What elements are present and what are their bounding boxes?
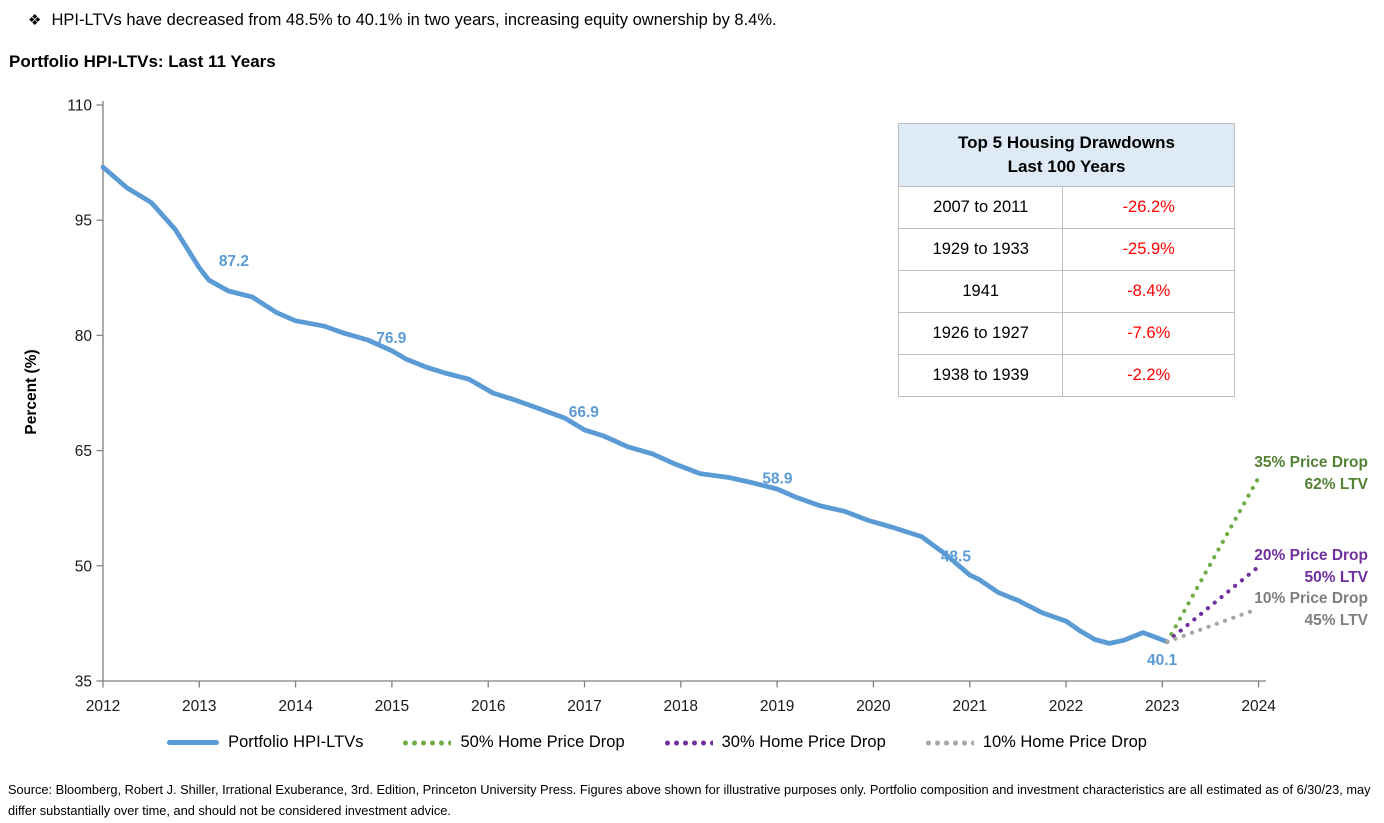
x-tick-label: 2016 bbox=[471, 698, 505, 715]
projection-dotted-line bbox=[1164, 608, 1256, 644]
dotted-line-swatch-icon bbox=[401, 739, 452, 746]
y-tick-label: 65 bbox=[75, 443, 92, 460]
chart-title: Portfolio HPI-LTVs: Last 11 Years bbox=[9, 52, 276, 71]
table-row: 2007 to 2011 -26.2% bbox=[897, 186, 1235, 229]
dotted-line-swatch-icon bbox=[923, 739, 974, 746]
key-takeaway-text: HPI-LTVs have decreased from 48.5% to 40… bbox=[51, 11, 777, 29]
y-tick-label: 110 bbox=[67, 98, 92, 115]
source-disclaimer-text: Source: Bloomberg, Robert J. Shiller, Ir… bbox=[8, 782, 1371, 818]
table-row: 1929 to 1933 -25.9% bbox=[897, 228, 1235, 271]
table-title-line1: Top 5 Housing Drawdowns bbox=[958, 133, 1175, 152]
portfolio-hpi-ltv-line bbox=[100, 164, 1170, 646]
legend-item-30pct-home-price-drop: 30% Home Price Drop bbox=[662, 733, 886, 752]
drawdown-period: 1941 bbox=[897, 270, 1064, 313]
drawdown-value: -7.6% bbox=[1062, 312, 1235, 355]
y-axis-title: Percent (%) bbox=[23, 349, 40, 434]
drawdown-period: 1929 to 1933 bbox=[897, 228, 1064, 271]
annotation-line: 45% LTV bbox=[1304, 612, 1368, 629]
drawdown-value: -2.2% bbox=[1062, 354, 1235, 397]
x-tick-label: 2012 bbox=[86, 698, 120, 715]
legend-label: 50% Home Price Drop bbox=[460, 733, 625, 751]
legend-item-50pct-home-price-drop: 50% Home Price Drop bbox=[401, 733, 625, 752]
drawdown-period: 1926 to 1927 bbox=[897, 312, 1064, 355]
annotation-line: 62% LTV bbox=[1304, 476, 1368, 493]
table-row: 1926 to 1927 -7.6% bbox=[897, 312, 1235, 355]
table-header-row: Top 5 Housing Drawdowns Last 100 Years bbox=[898, 123, 1235, 187]
projection-dotted-line bbox=[1164, 475, 1261, 644]
data-point-label: 66.9 bbox=[569, 404, 600, 421]
x-tick-label: 2015 bbox=[375, 698, 409, 715]
x-tick-label: 2022 bbox=[1049, 698, 1083, 715]
chart-legend: Portfolio HPI-LTVs 50% Home Price Drop 3… bbox=[0, 733, 1349, 752]
x-tick-label: 2021 bbox=[952, 698, 986, 715]
legend-label: 10% Home Price Drop bbox=[982, 733, 1147, 751]
y-tick-label: 50 bbox=[75, 558, 93, 575]
x-tick-label: 2023 bbox=[1145, 698, 1179, 715]
annotation-line: 20% Price Drop bbox=[1254, 547, 1368, 564]
data-point-label: 76.9 bbox=[376, 330, 407, 347]
x-tick-label: 2020 bbox=[856, 698, 891, 715]
x-tick-label: 2019 bbox=[760, 698, 794, 715]
drawdowns-table: Top 5 Housing Drawdowns Last 100 Years 2… bbox=[897, 123, 1235, 397]
data-point-label: 40.1 bbox=[1147, 652, 1178, 669]
y-tick-label: 80 bbox=[75, 328, 93, 345]
table-title-line2: Last 100 Years bbox=[1007, 157, 1126, 176]
x-tick-label: 2013 bbox=[182, 698, 216, 715]
solid-line-swatch-icon bbox=[167, 740, 220, 745]
data-point-label: 48.5 bbox=[941, 548, 972, 565]
key-takeaway-bullet: ❖ HPI-LTVs have decreased from 48.5% to … bbox=[28, 11, 777, 30]
drawdown-period: 1938 to 1939 bbox=[897, 354, 1064, 397]
x-tick-label: 2017 bbox=[567, 698, 601, 715]
legend-item-10pct-home-price-drop: 10% Home Price Drop bbox=[923, 733, 1147, 752]
annotation-line: 35% Price Drop bbox=[1254, 454, 1368, 471]
data-point-label: 87.2 bbox=[219, 253, 249, 270]
diamond-bullet-icon: ❖ bbox=[28, 12, 42, 29]
y-tick-label: 35 bbox=[75, 674, 92, 691]
annotation-line: 10% Price Drop bbox=[1254, 590, 1368, 607]
table-title: Top 5 Housing Drawdowns Last 100 Years bbox=[898, 123, 1235, 187]
annotation-20pct-price-drop: 20% Price Drop 50% LTV bbox=[1254, 545, 1368, 589]
x-tick-label: 2024 bbox=[1241, 698, 1276, 715]
legend-item-portfolio-hpi-ltvs: Portfolio HPI-LTVs bbox=[167, 733, 363, 752]
x-tick-label: 2014 bbox=[278, 698, 313, 715]
data-point-label: 58.9 bbox=[762, 470, 793, 487]
drawdown-value: -8.4% bbox=[1062, 270, 1235, 313]
x-tick-label: 2018 bbox=[664, 698, 698, 715]
annotation-10pct-price-drop: 10% Price Drop 45% LTV bbox=[1254, 588, 1368, 632]
table-row: 1941 -8.4% bbox=[897, 270, 1235, 313]
legend-label: Portfolio HPI-LTVs bbox=[228, 733, 364, 751]
legend-label: 30% Home Price Drop bbox=[721, 733, 886, 751]
annotation-line: 50% LTV bbox=[1304, 569, 1368, 586]
dotted-line-swatch-icon bbox=[662, 739, 713, 746]
projection-dotted-line bbox=[1164, 564, 1261, 644]
annotation-35pct-price-drop: 35% Price Drop 62% LTV bbox=[1254, 452, 1368, 496]
drawdown-value: -26.2% bbox=[1062, 186, 1235, 229]
y-tick-label: 95 bbox=[75, 213, 92, 230]
drawdown-value: -25.9% bbox=[1062, 228, 1235, 271]
table-row: 1938 to 1939 -2.2% bbox=[897, 354, 1235, 397]
drawdown-period: 2007 to 2011 bbox=[897, 186, 1064, 229]
